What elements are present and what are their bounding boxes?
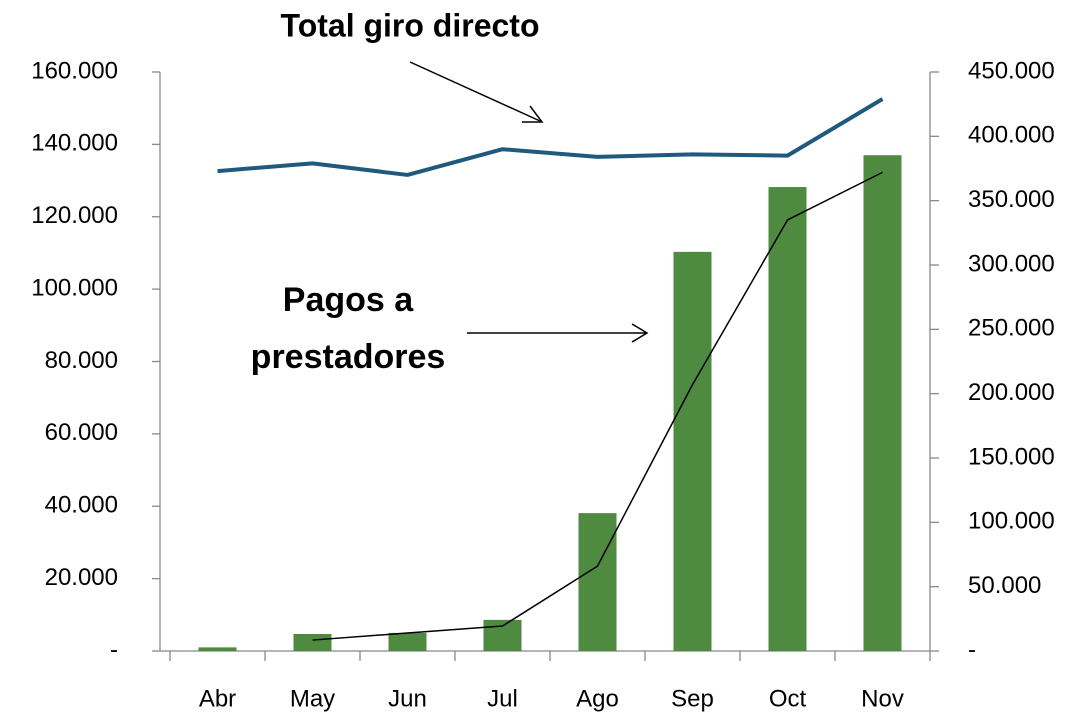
- bar: [483, 619, 522, 651]
- y2-tick-label: 400.000: [968, 122, 1055, 149]
- y-tick-label: 40.000: [45, 492, 118, 519]
- x-tick-label: Abr: [199, 685, 236, 712]
- chart-title: Total giro directo: [281, 7, 540, 43]
- bar: [578, 513, 617, 651]
- x-tick-label: Sep: [671, 685, 714, 712]
- annotation: Pagos a prestadores: [250, 281, 446, 376]
- y2-tick-label: 350.000: [968, 186, 1055, 213]
- line: [217, 97, 884, 177]
- y2-tick-label: 150.000: [968, 443, 1055, 470]
- x-tick-label: Nov: [861, 685, 904, 712]
- y-tick-label: 20.000: [45, 564, 118, 591]
- x-tick-label: Ago: [576, 685, 619, 712]
- x-tick-label: Jun: [388, 685, 427, 712]
- y2-tick-label: -: [968, 636, 976, 663]
- y2-tick-label: 450.000: [968, 57, 1055, 84]
- y-tick-label: 120.000: [31, 202, 118, 229]
- arrow-head: [631, 323, 649, 343]
- y-tick-label: 140.000: [31, 130, 118, 157]
- x-tick-label: May: [290, 685, 335, 712]
- bar: [673, 251, 712, 651]
- line: [312, 171, 883, 641]
- x-tick-label: Oct: [769, 685, 807, 712]
- y-tick-label: -: [110, 636, 118, 663]
- bar: [768, 187, 807, 652]
- y-tick-label: 80.000: [45, 347, 118, 374]
- y2-tick-label: 300.000: [968, 250, 1055, 277]
- x-tick-label: Jul: [487, 685, 518, 712]
- arrow: [409, 61, 541, 122]
- y2-tick-label: 200.000: [968, 379, 1055, 406]
- y-tick-label: 160.000: [31, 57, 118, 84]
- arrow-head: [522, 105, 544, 123]
- bar: [388, 632, 427, 651]
- y-tick-label: 60.000: [45, 419, 118, 446]
- y-tick-label: 100.000: [31, 274, 118, 301]
- bar: [293, 633, 332, 651]
- bar: [863, 155, 902, 651]
- bar: [198, 647, 237, 651]
- y2-tick-label: 50.000: [968, 572, 1041, 599]
- y2-tick-label: 250.000: [968, 315, 1055, 342]
- y2-tick-label: 100.000: [968, 508, 1055, 535]
